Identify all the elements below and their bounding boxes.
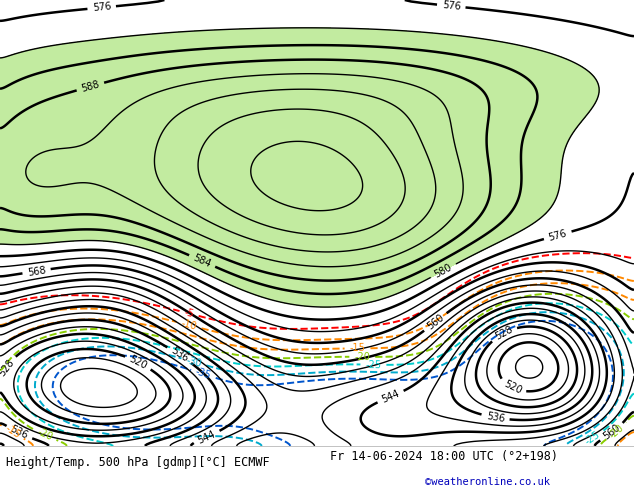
Text: -30: -30 (185, 355, 203, 369)
Text: 560: 560 (425, 312, 446, 332)
Text: 568: 568 (27, 265, 46, 277)
Text: -5: -5 (183, 307, 195, 319)
Text: 520: 520 (502, 379, 523, 396)
Text: 536: 536 (169, 345, 190, 364)
Text: -25: -25 (365, 360, 382, 370)
Text: 588: 588 (80, 79, 101, 94)
Text: 560: 560 (602, 423, 623, 442)
Text: 536: 536 (9, 424, 30, 441)
Text: Height/Temp. 500 hPa [gdmp][°C] ECMWF: Height/Temp. 500 hPa [gdmp][°C] ECMWF (6, 456, 270, 469)
Text: 520: 520 (127, 354, 149, 371)
Text: -20: -20 (36, 427, 54, 443)
Text: 584: 584 (191, 253, 212, 270)
Text: -35: -35 (194, 367, 212, 381)
Text: 580: 580 (433, 262, 454, 279)
Text: -20: -20 (607, 422, 626, 440)
Text: ©weatheronline.co.uk: ©weatheronline.co.uk (425, 477, 550, 487)
Text: 528: 528 (0, 357, 16, 378)
Text: 544: 544 (196, 429, 217, 445)
Text: 576: 576 (92, 1, 112, 13)
Text: -15: -15 (349, 343, 366, 353)
Text: 576: 576 (547, 228, 568, 243)
Text: -25: -25 (583, 429, 602, 447)
Text: -20: -20 (354, 352, 370, 362)
Text: Fr 14-06-2024 18:00 UTC (°2+198): Fr 14-06-2024 18:00 UTC (°2+198) (330, 450, 558, 464)
Text: 528: 528 (493, 324, 514, 342)
Text: 576: 576 (441, 0, 461, 12)
Text: 536: 536 (486, 411, 505, 424)
Text: -10: -10 (180, 318, 198, 332)
Text: -15: -15 (3, 424, 22, 441)
Text: 544: 544 (380, 389, 401, 405)
